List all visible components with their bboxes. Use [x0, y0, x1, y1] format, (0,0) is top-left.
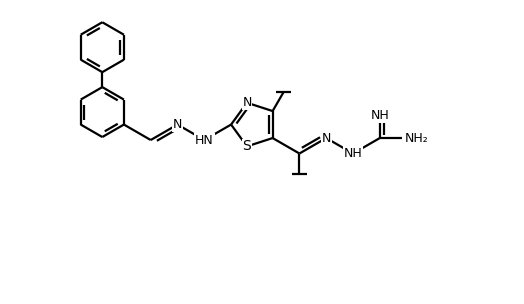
Text: NH: NH	[344, 147, 363, 160]
Text: NH: NH	[370, 109, 389, 122]
Text: N: N	[173, 118, 182, 131]
Text: HN: HN	[195, 133, 214, 147]
Text: NH₂: NH₂	[405, 132, 428, 144]
Text: N: N	[322, 132, 331, 144]
Text: N: N	[242, 96, 252, 109]
Text: S: S	[243, 140, 252, 154]
